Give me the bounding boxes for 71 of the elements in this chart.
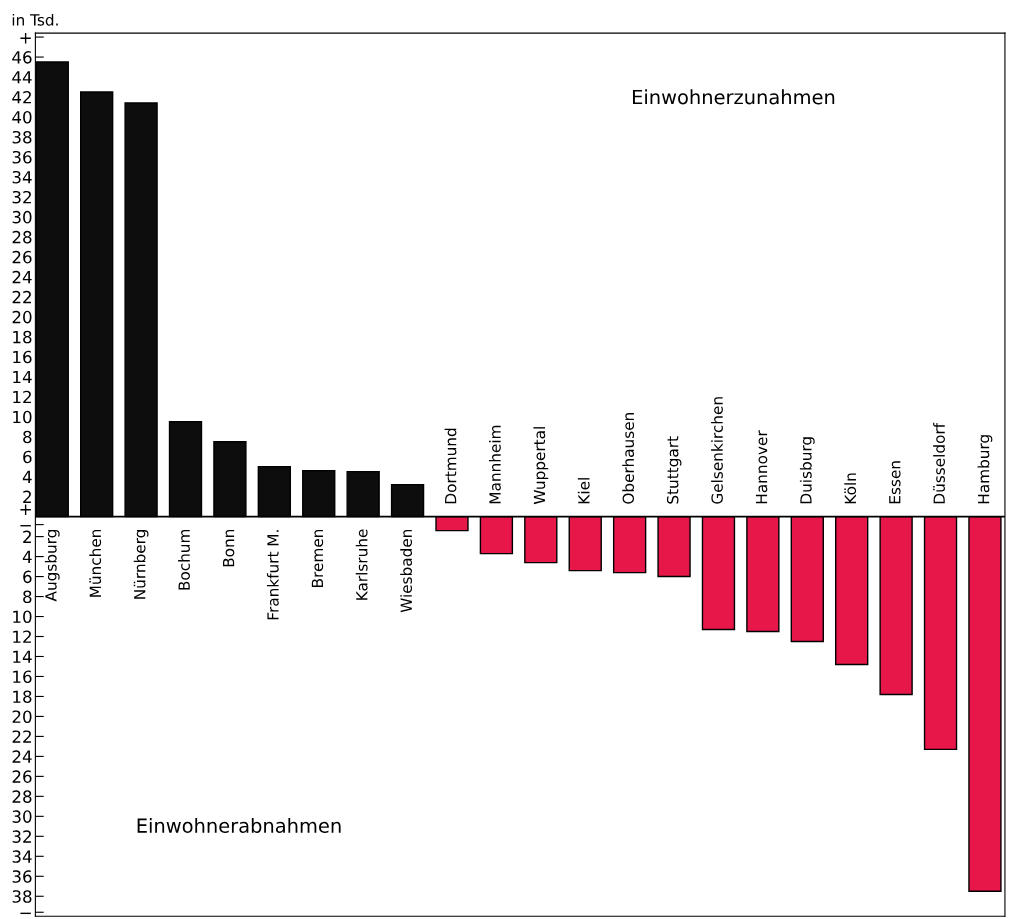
- x-tick-label: München: [89, 529, 102, 597]
- y-tick-label: 36: [12, 870, 32, 883]
- x-tick-label: Bochum: [178, 529, 190, 590]
- y-tick-label: +: [20, 32, 31, 44]
- x-tick-label: Bonn: [222, 529, 235, 567]
- y-tick-label: 26: [12, 770, 32, 783]
- x-tick-label: Düsseldorf: [933, 422, 945, 504]
- y-tick-label: 32: [12, 190, 31, 204]
- y-tick-label: 16: [13, 670, 32, 684]
- y-tick-label: 22: [12, 730, 31, 743]
- y-tick-label: 46: [12, 51, 32, 64]
- y-tick-label: 6: [23, 570, 32, 584]
- y-tick-label: 18: [13, 330, 32, 344]
- x-tick-label: Nürnberg: [133, 530, 149, 599]
- y-tick-label: 36: [12, 150, 32, 164]
- y-tick-label: 8: [23, 590, 32, 604]
- y-tick-label: 14: [13, 650, 32, 663]
- annotation: Einwohnerzunahmen: [633, 89, 835, 105]
- x-tick-label: Kiel: [577, 478, 590, 504]
- y-tick-label: 30: [12, 810, 32, 823]
- y-tick-label: +: [20, 504, 31, 515]
- y-tick-label: 6: [23, 450, 32, 464]
- x-tick-label: Karlsruhe: [355, 529, 368, 600]
- y-tick-label: 12: [13, 630, 31, 643]
- y-tick-label: 4: [22, 470, 32, 483]
- y-tick-label: 10: [13, 610, 32, 624]
- y-tick-label: 2: [23, 530, 31, 543]
- x-tick-label: Hannover: [755, 430, 768, 504]
- y-tick-label: 34: [12, 170, 32, 184]
- y-tick-label: 8: [23, 430, 32, 444]
- x-tick-label: Oberhausen: [622, 413, 635, 504]
- x-tick-label: Augsburg: [44, 530, 60, 602]
- annotation: Einwohnerabnahmen: [137, 817, 341, 833]
- x-tick-label: Dortmund: [444, 428, 457, 504]
- x-tick-label: Duisburg: [799, 437, 815, 504]
- y-tick-label: 18: [13, 690, 32, 704]
- y-tick-label: 20: [12, 310, 32, 324]
- x-tick-label: Essen: [889, 461, 901, 504]
- y-tick-label: 26: [12, 250, 32, 264]
- y-tick-label: 38: [12, 890, 32, 903]
- x-tick-label: Stuttgart: [666, 436, 682, 504]
- y-tick-label: 2: [23, 490, 31, 503]
- y-axis-title: in Tsd.: [12, 13, 58, 26]
- y-tick-label: 14: [13, 370, 32, 384]
- y-tick-label: 38: [12, 130, 32, 144]
- x-tick-label: Köln: [844, 473, 857, 504]
- x-tick-label: Bremen: [311, 529, 324, 587]
- y-tick-label: 42: [12, 90, 31, 104]
- y-tick-label: 22: [12, 290, 31, 304]
- y-tick-label: 20: [12, 710, 32, 723]
- y-tick-label: 34: [12, 850, 32, 863]
- y-tick-label: 32: [12, 830, 31, 843]
- y-tick-label: 12: [13, 390, 31, 404]
- x-tick-label: Hamburg: [977, 435, 993, 504]
- y-tick-label: 28: [12, 230, 32, 244]
- y-tick-label: 4: [22, 550, 32, 563]
- y-tick-label: −: [20, 525, 31, 527]
- x-tick-label: Gelsenkirchen: [711, 397, 723, 504]
- x-tick-label: Wuppertal: [533, 427, 549, 505]
- y-tick-label: 24: [12, 270, 32, 284]
- y-tick-label: 28: [12, 790, 32, 803]
- y-tick-label: 44: [12, 71, 32, 84]
- y-tick-label: 40: [12, 110, 32, 124]
- y-tick-label: −: [20, 912, 31, 915]
- y-tick-label: 16: [13, 350, 32, 364]
- y-tick-label: 24: [12, 750, 32, 763]
- x-tick-label: Mannheim: [489, 425, 501, 504]
- x-tick-label: Frankfurt M.: [266, 530, 279, 620]
- y-tick-label: 30: [12, 210, 32, 224]
- x-tick-label: Wiesbaden: [400, 529, 412, 613]
- y-tick-label: 10: [13, 410, 32, 424]
